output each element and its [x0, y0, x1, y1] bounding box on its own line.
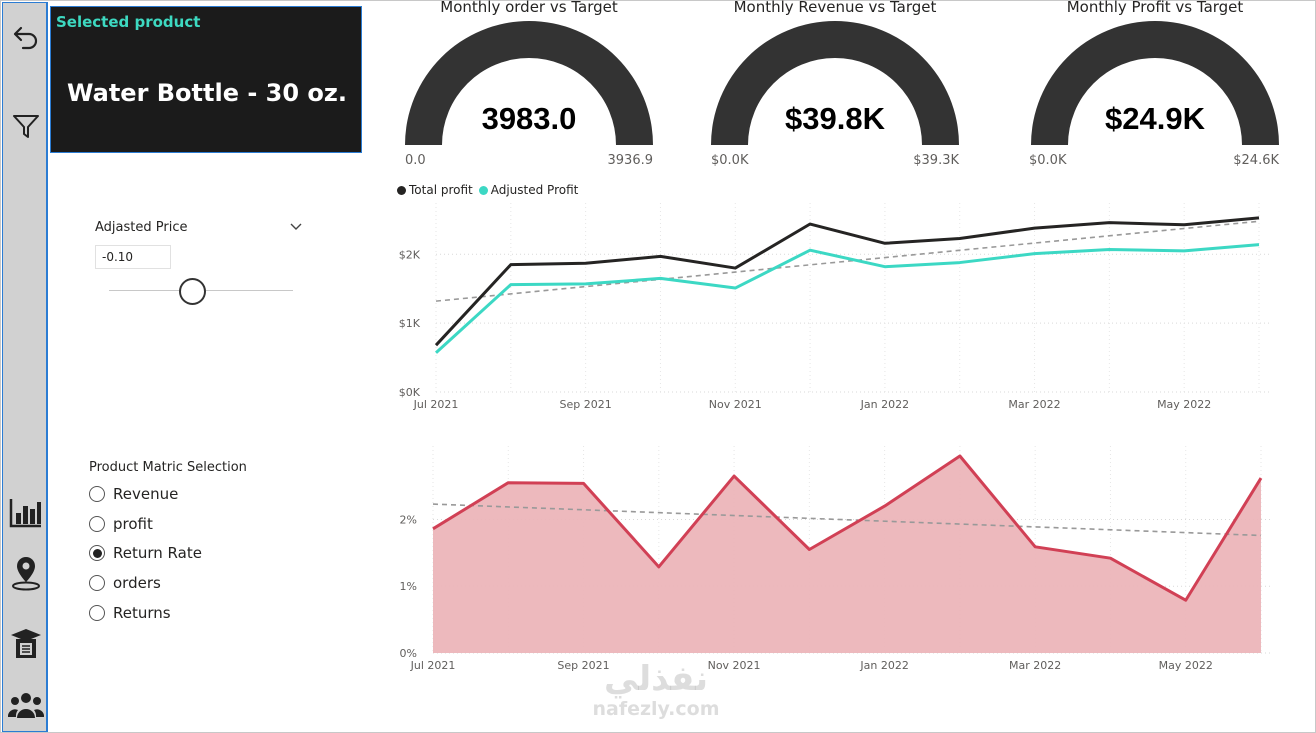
gauge-fill	[1031, 21, 1279, 145]
radio-option[interactable]: Returns	[89, 602, 171, 624]
back-arrow-icon[interactable]	[3, 17, 49, 57]
radio-option[interactable]: Return Rate	[89, 542, 202, 564]
radio-option[interactable]: orders	[89, 572, 161, 594]
watermark-url: nafezly.com	[592, 698, 720, 720]
legend-marker	[397, 185, 406, 195]
gauge-value: $39.8K	[785, 101, 885, 136]
gauge-min-label: $0.0K	[1029, 153, 1067, 168]
series-line-adjusted-profit	[434, 243, 1260, 354]
price-value-input[interactable]: -0.10	[95, 245, 171, 269]
return-rate-line	[432, 454, 1263, 602]
radio-label: orders	[113, 574, 161, 592]
slicer-title: Adjasted Price	[95, 220, 188, 235]
y-tick-label: 0%	[400, 647, 417, 660]
gauge-title: Monthly order vs Target	[440, 0, 618, 16]
card-label: Selected product	[56, 13, 201, 31]
y-tick-label: $1K	[399, 317, 421, 330]
y-tick-label: $0K	[399, 386, 421, 399]
product-box-icon[interactable]	[3, 623, 49, 663]
gauge-value: $24.9K	[1105, 101, 1205, 136]
gauge-min-label: $0.0K	[711, 153, 749, 168]
gauge-max-label: 3936.9	[607, 153, 654, 168]
radio-circle[interactable]	[89, 545, 105, 561]
y-tick-label: 2%	[400, 513, 417, 526]
x-tick-label: Nov 2021	[708, 659, 761, 672]
gauge-fill	[711, 21, 959, 145]
bar-chart-icon[interactable]	[3, 493, 49, 533]
gauge-card[interactable]: Monthly Profit vs Target $24.9K $0.0K $24.6…	[1005, 0, 1305, 176]
profit-legend: Total profit Adjusted Profit	[397, 183, 584, 197]
y-tick-label: $2K	[399, 248, 421, 261]
radio-option[interactable]: Revenue	[89, 483, 178, 505]
gauge-title: Monthly Profit vs Target	[1066, 0, 1244, 16]
legend-item-total-profit[interactable]: Total profit	[397, 183, 473, 197]
x-tick-label: Sep 2021	[560, 398, 612, 411]
legend-label: Total profit	[409, 183, 473, 197]
x-tick-label: Jul 2021	[410, 659, 456, 672]
x-tick-label: Jul 2021	[413, 398, 459, 411]
gauge-arc	[711, 21, 959, 145]
legend-item-adjusted-profit[interactable]: Adjusted Profit	[478, 183, 579, 197]
radio-circle[interactable]	[89, 575, 105, 591]
gauge-value: 3983.0	[481, 101, 577, 136]
gauge-max-label: $24.6K	[1233, 153, 1279, 168]
radio-option[interactable]: profit	[89, 513, 153, 535]
x-tick-label: Jan 2022	[859, 659, 908, 672]
watermark-logo-text: نفذلي	[603, 659, 709, 699]
price-slider-thumb[interactable]	[178, 278, 206, 305]
radio-selected-dot	[92, 548, 102, 558]
y-tick-label: 1%	[400, 580, 417, 593]
card-value: Water Bottle - 30 oz.	[67, 79, 347, 107]
radio-label: Return Rate	[113, 544, 202, 562]
people-icon[interactable]	[3, 685, 49, 725]
x-tick-label: Mar 2022	[1009, 659, 1061, 672]
trend-line	[432, 503, 1262, 537]
legend-marker	[478, 185, 488, 195]
legend-label: Adjusted Profit	[490, 183, 579, 197]
gauge-arc	[405, 21, 653, 145]
x-tick-label: Mar 2022	[1008, 398, 1060, 411]
area-fill	[433, 456, 1261, 653]
watermark: نفذلي nafezly.com	[576, 661, 736, 721]
gauge-max-label: $39.3K	[913, 153, 959, 168]
left-nav-rail	[2, 2, 48, 732]
x-tick-label: Sep 2021	[557, 659, 609, 672]
radio-label: profit	[113, 515, 153, 533]
gauge-title: Monthly Revenue vs Target	[733, 0, 937, 16]
radio-circle[interactable]	[89, 605, 105, 621]
x-tick-label: May 2022	[1157, 398, 1211, 411]
trend-line	[435, 220, 1260, 302]
gauge-fill	[405, 21, 653, 145]
chevron-down-icon[interactable]	[288, 219, 304, 235]
radio-label: Returns	[113, 604, 171, 622]
profit-line-chart[interactable]: $0K $1K $2K Jul 2021 Sep 2021 Nov 2021 Jan 202…	[381, 201, 1281, 419]
map-pin-icon[interactable]	[3, 553, 49, 593]
return-rate-area-chart[interactable]: 0% 1% 2% Jul 2021 Sep 2021 Nov 2021 Jan 2022 Ma…	[381, 441, 1281, 673]
radio-label: Revenue	[113, 485, 179, 503]
radio-circle[interactable]	[89, 486, 105, 502]
metric-selection-title: Product Matric Selection	[89, 460, 247, 475]
gauge-min-label: 0.0	[405, 153, 426, 168]
x-tick-label: Jan 2022	[860, 398, 909, 411]
x-tick-label: May 2022	[1159, 659, 1213, 672]
series-line-total-profit	[434, 216, 1260, 347]
gauge-card[interactable]: Monthly Revenue vs Target $39.8K $0.0K $39.…	[685, 0, 985, 176]
x-tick-label: Nov 2021	[709, 398, 762, 411]
gauge-arc	[1031, 21, 1279, 145]
gauge-card[interactable]: Monthly order vs Target 3983.0 0.0 3936.9	[379, 0, 679, 176]
filter-icon[interactable]	[3, 106, 49, 146]
selected-product-card: Selected product Water Bottle - 30 oz.	[50, 6, 362, 153]
radio-circle[interactable]	[89, 516, 105, 532]
